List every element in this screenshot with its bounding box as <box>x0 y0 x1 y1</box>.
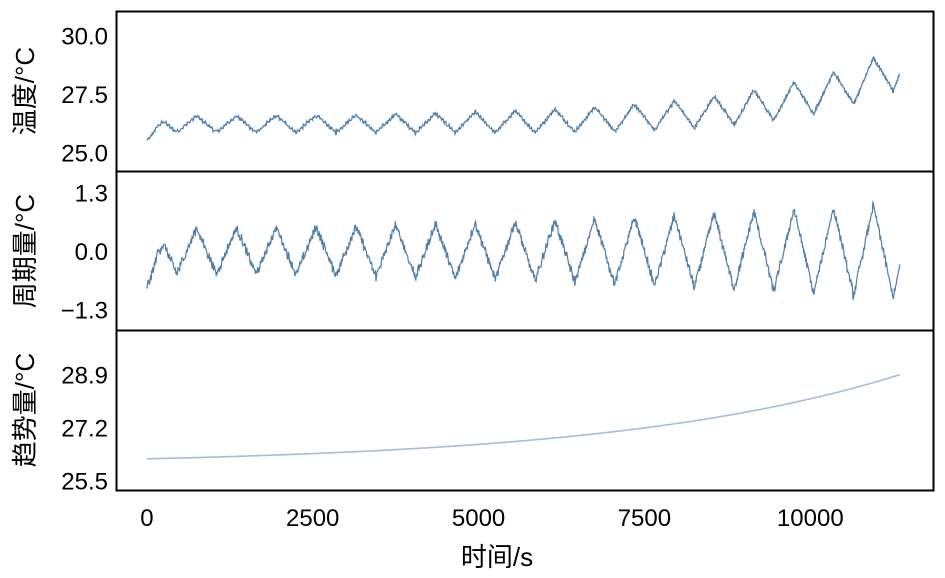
x-tick-label: 5000 <box>452 505 505 532</box>
x-axis-title: 时间/s <box>461 542 533 572</box>
panel-periodic-frame <box>115 170 935 332</box>
x-tick-label: 2500 <box>286 505 339 532</box>
x-tick-label: 0 <box>140 505 153 532</box>
y-tick-label: 27.2 <box>61 416 108 443</box>
y-tick-label: −1.3 <box>61 298 108 325</box>
temperature-y-axis-title: 温度/°C <box>10 47 40 135</box>
trend-series-line <box>146 373 901 460</box>
y-tick-label: 27.5 <box>61 82 108 109</box>
periodic-series-line <box>146 200 901 300</box>
panel-trend-frame <box>115 329 935 492</box>
y-tick-label: 25.0 <box>61 140 108 167</box>
x-tick-label: 7500 <box>618 505 671 532</box>
y-tick-label: 28.9 <box>61 363 108 390</box>
y-tick-label: 30.0 <box>61 23 108 50</box>
y-tick-label: 0.0 <box>75 239 108 266</box>
periodic-y-axis-title: 周期量/°C <box>10 194 40 308</box>
temperature-series-line <box>146 55 900 141</box>
trend-y-axis-title: 趋势量/°C <box>10 353 40 467</box>
x-tick-label: 10000 <box>777 505 844 532</box>
y-tick-label: 1.3 <box>75 180 108 207</box>
panel-temperature-frame <box>115 10 935 173</box>
y-tick-label: 25.5 <box>61 469 108 496</box>
